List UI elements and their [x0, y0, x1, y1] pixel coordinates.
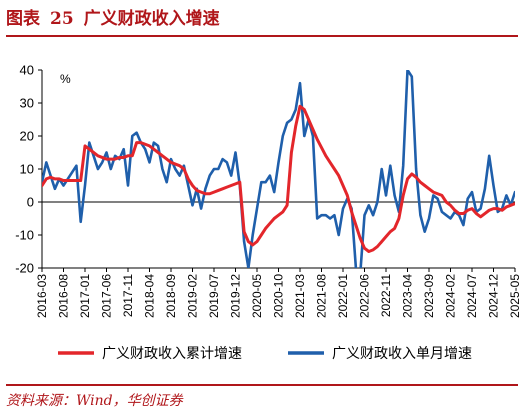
- x-tick-label: 2016-03: [35, 274, 49, 318]
- x-tick-label: 2024-02: [444, 274, 458, 318]
- x-tick-label: 2018-09: [164, 274, 178, 318]
- figure-label: 图表: [6, 9, 40, 29]
- series-line-monthly: [42, 70, 515, 268]
- x-tick-label: 2021-03: [293, 274, 307, 318]
- x-tick-label: 2023-09: [422, 274, 436, 318]
- x-tick-label: 2019-02: [186, 274, 200, 318]
- y-unit-label: %: [60, 72, 71, 86]
- x-tick-label: 2023-04: [401, 274, 415, 318]
- y-tick-label: -20: [15, 261, 34, 276]
- legend-label-cumulative: 广义财政收入累计增速: [102, 345, 242, 361]
- y-tick-label: 20: [20, 129, 34, 144]
- x-tick-label: 2020-05: [250, 274, 264, 318]
- legend-label-monthly: 广义财政收入单月增速: [332, 345, 472, 361]
- figure-title: 图表 25 广义财政收入增速: [6, 6, 230, 32]
- x-tick-label: 2017-11: [121, 274, 135, 317]
- x-tick-label: 2025-05: [508, 274, 522, 318]
- x-tick-labels: 2016-03 2016-08 2017-01 2017-06 2017-11 2018-…: [35, 268, 522, 318]
- x-tick-label: 2017-01: [78, 274, 92, 318]
- x-tick-label: 2016-08: [57, 274, 71, 318]
- figure-title-text: 广义财政收入增速: [83, 9, 220, 29]
- x-tick-label: 2022-06: [358, 274, 372, 318]
- y-tick-label: 0: [27, 195, 34, 210]
- y-tick-label: 30: [20, 96, 34, 111]
- x-tick-label: 2024-12: [487, 274, 501, 318]
- x-tick-label: 2022-11: [379, 274, 393, 317]
- title-rule: [6, 35, 518, 37]
- y-tick-label: 10: [20, 162, 34, 177]
- x-tick-label: 2024-07: [465, 274, 479, 318]
- x-tick-label: 2019-12: [229, 274, 243, 318]
- figure-number: 25: [50, 9, 74, 29]
- chart-series: [42, 70, 515, 268]
- y-tick-label: -10: [15, 228, 34, 243]
- x-tick-label: 2019-07: [207, 274, 221, 318]
- x-tick-label: 2022-01: [336, 274, 350, 318]
- source-note: 资料来源：Wind，华创证券: [6, 393, 183, 409]
- chart-legend: 广义财政收入累计增速 广义财政收入单月增速: [58, 345, 472, 361]
- series-line-cumulative: [42, 104, 515, 253]
- chart-axes: -20 -10 0 10 20 30 40%: [15, 63, 515, 276]
- y-tick-label: 40: [20, 63, 34, 78]
- x-tick-label: 2017-06: [100, 274, 114, 318]
- x-tick-label: 2018-04: [143, 274, 157, 318]
- source-rule: [6, 384, 518, 386]
- x-tick-label: 2020-10: [272, 274, 286, 318]
- x-tick-label: 2021-08: [315, 274, 329, 318]
